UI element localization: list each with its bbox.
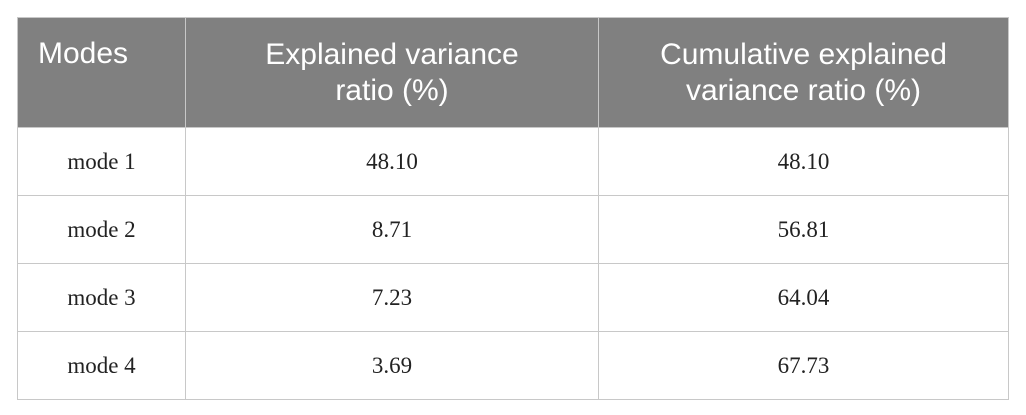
table-row: mode 2 8.71 56.81	[17, 195, 1009, 264]
table-cell: 56.81	[598, 195, 1009, 264]
table-cell: mode 4	[17, 331, 186, 400]
header-cell: Modes	[17, 17, 186, 128]
table-row: mode 1 48.10 48.10	[17, 127, 1009, 196]
table-cell: 64.04	[598, 263, 1009, 332]
table-cell: 67.73	[598, 331, 1009, 400]
table-cell: 8.71	[185, 195, 599, 264]
header-text: Cumulative explained variance ratio (%)	[660, 37, 947, 107]
header-cell: Cumulative explained variance ratio (%)	[598, 17, 1009, 128]
table-row: mode 3 7.23 64.04	[17, 263, 1009, 332]
header-cell: Explained variance ratio (%)	[185, 17, 599, 128]
table-cell: mode 1	[17, 127, 186, 196]
table-cell: mode 3	[17, 263, 186, 332]
header-text: Modes	[38, 37, 129, 70]
header-row: Modes Explained variance ratio (%) Cumul…	[17, 17, 1009, 128]
table-body: mode 1 48.10 48.10 mode 2 8.71 56.81 mode 3 7.2…	[17, 127, 1009, 400]
table-header: Modes Explained variance ratio (%) Cumul…	[17, 17, 1009, 128]
table-cell: mode 2	[17, 195, 186, 264]
data-table: Modes Explained variance ratio (%) Cumul…	[17, 17, 1009, 400]
table-cell: 48.10	[185, 127, 599, 196]
table-cell: 48.10	[598, 127, 1009, 196]
table-row: mode 4 3.69 67.73	[17, 331, 1009, 400]
header-text: Explained variance ratio (%)	[265, 37, 519, 107]
table-cell: 7.23	[185, 263, 599, 332]
table-cell: 3.69	[185, 331, 599, 400]
